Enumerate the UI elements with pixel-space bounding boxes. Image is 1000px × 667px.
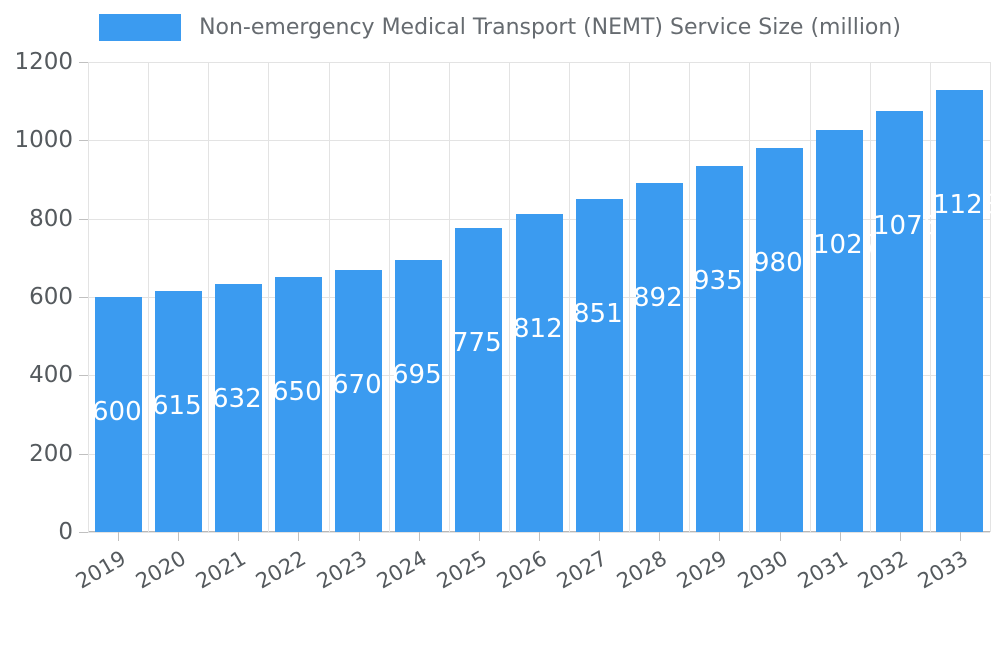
x-tick-mark xyxy=(960,532,961,541)
gridline-vertical xyxy=(870,62,871,532)
bar[interactable] xyxy=(455,228,502,532)
bar[interactable] xyxy=(335,269,382,532)
gridline-vertical xyxy=(569,62,570,532)
bar[interactable] xyxy=(395,259,442,532)
chart-legend: Non-emergency Medical Transport (NEMT) S… xyxy=(0,14,1000,41)
gridline-vertical xyxy=(629,62,630,532)
bar[interactable] xyxy=(516,213,563,532)
gridline-vertical xyxy=(88,62,89,532)
y-tick-label: 400 xyxy=(29,362,73,389)
y-tick-label: 600 xyxy=(29,284,73,310)
y-tick-label: 0 xyxy=(58,519,73,545)
y-tick-label: 1200 xyxy=(14,49,73,75)
x-tick-mark xyxy=(298,532,299,541)
y-tick-mark xyxy=(79,218,88,220)
y-tick-mark xyxy=(79,140,88,142)
x-tick-mark xyxy=(539,532,540,541)
plot-area: 600 615 632 650 670 695 775 812 851 892 935 980 1027… xyxy=(88,62,999,533)
gridline-vertical xyxy=(689,62,690,532)
y-tick-mark xyxy=(79,375,88,377)
bar[interactable] xyxy=(876,110,923,532)
x-tick-mark xyxy=(178,532,179,541)
x-tick-mark xyxy=(840,532,841,541)
x-tick-mark xyxy=(479,532,480,541)
gridline-vertical xyxy=(509,62,510,532)
bar[interactable] xyxy=(576,198,623,532)
x-tick-mark xyxy=(599,532,600,541)
legend-label: Non-emergency Medical Transport (NEMT) S… xyxy=(199,15,901,40)
gridline-vertical xyxy=(810,62,811,532)
bar[interactable] xyxy=(696,165,743,532)
x-tick-mark xyxy=(719,532,720,541)
bar[interactable] xyxy=(275,277,322,532)
x-tick-mark xyxy=(238,532,239,541)
x-tick-mark xyxy=(780,532,781,541)
y-tick-label: 1000 xyxy=(14,127,73,154)
y-tick-label: 200 xyxy=(29,440,73,467)
bar[interactable] xyxy=(816,129,863,532)
gridline-vertical xyxy=(930,62,931,532)
bar[interactable] xyxy=(215,284,262,532)
gridline-horizontal xyxy=(88,140,990,142)
y-tick-mark xyxy=(79,453,88,455)
gridline-horizontal xyxy=(88,62,990,63)
bar[interactable] xyxy=(936,90,983,532)
y-tick-mark xyxy=(79,532,88,533)
gridline-vertical xyxy=(208,62,209,532)
bar[interactable] xyxy=(155,291,202,532)
bar[interactable] xyxy=(95,297,142,532)
x-tick-mark xyxy=(359,532,360,541)
gridline-vertical xyxy=(449,62,450,532)
y-tick-label: 800 xyxy=(29,205,73,232)
x-tick-mark xyxy=(659,532,660,541)
gridline-vertical xyxy=(268,62,269,532)
bar[interactable] xyxy=(636,182,683,532)
bar[interactable] xyxy=(756,148,803,532)
x-tick-mark xyxy=(900,532,901,541)
y-tick-mark xyxy=(79,62,88,63)
chart-root: Non-emergency Medical Transport (NEMT) S… xyxy=(0,14,1000,594)
legend-color-swatch xyxy=(99,14,182,41)
x-tick-mark xyxy=(118,532,119,541)
y-tick-mark xyxy=(79,297,88,298)
gridline-vertical xyxy=(148,62,149,532)
gridline-vertical xyxy=(329,62,330,532)
gridline-vertical xyxy=(990,62,991,532)
x-tick-mark xyxy=(419,532,420,541)
gridline-vertical xyxy=(749,62,750,532)
gridline-vertical xyxy=(389,62,390,532)
